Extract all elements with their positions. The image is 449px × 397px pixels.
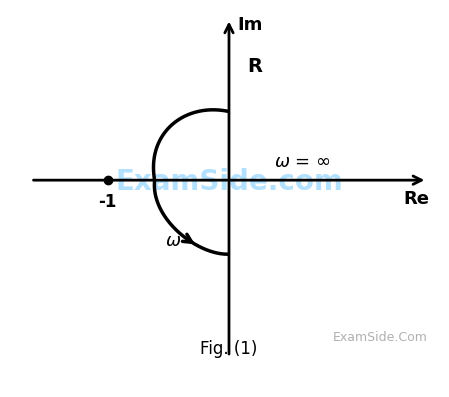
Text: -1: -1 xyxy=(98,193,117,211)
Text: ExamSide.com: ExamSide.com xyxy=(115,168,343,195)
Text: $\omega$: $\omega$ xyxy=(165,232,181,250)
Text: Im: Im xyxy=(237,16,263,34)
Text: $\omega$ = $\infty$: $\omega$ = $\infty$ xyxy=(274,153,331,171)
Text: R: R xyxy=(247,57,262,76)
Text: Re: Re xyxy=(403,190,429,208)
Text: ExamSide.Com: ExamSide.Com xyxy=(332,331,427,344)
Text: Fig. (1): Fig. (1) xyxy=(200,340,258,358)
